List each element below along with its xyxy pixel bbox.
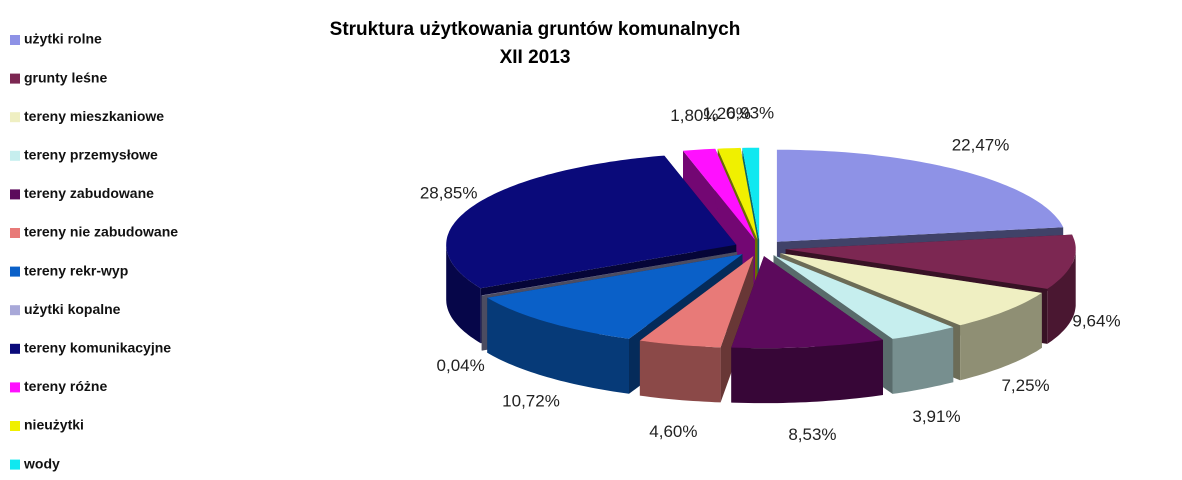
legend-label: nieużytki	[24, 417, 84, 433]
legend-label: użytki rolne	[24, 31, 102, 47]
legend-label: tereny rekr-wyp	[24, 262, 128, 278]
value-label: 28,85%	[420, 184, 478, 203]
legend-marker	[10, 74, 20, 84]
legend-marker	[10, 189, 20, 199]
value-label: 4,60%	[649, 422, 697, 441]
legend-marker	[10, 460, 20, 470]
legend-label: tereny mieszkaniowe	[24, 108, 164, 124]
value-label: 8,53%	[788, 425, 836, 444]
legend-label: tereny nie zabudowane	[24, 224, 178, 240]
legend-marker	[10, 382, 20, 392]
chart-subtitle: XII 2013	[500, 47, 571, 68]
legend-label: wody	[23, 455, 60, 471]
legend-marker	[10, 112, 20, 122]
legend-label: tereny zabudowane	[24, 185, 154, 201]
chart-title: Struktura użytkowania gruntów komunalnyc…	[330, 19, 741, 40]
legend-marker	[10, 267, 20, 277]
value-label: 7,25%	[1001, 376, 1049, 395]
legend-label: tereny komunikacyjne	[24, 340, 171, 356]
legend-label: grunty leśne	[24, 69, 107, 85]
legend-marker	[10, 305, 20, 315]
slice-top	[777, 150, 1063, 242]
legend-label: tereny różne	[24, 378, 107, 394]
legend-marker	[10, 35, 20, 45]
value-label: 9,64%	[1072, 312, 1120, 331]
slice-wall	[731, 340, 883, 403]
value-label: 10,72%	[502, 392, 560, 411]
slice-wall	[640, 341, 721, 403]
value-label: 0,04%	[437, 356, 485, 375]
value-label: 22,47%	[952, 136, 1010, 155]
legend-marker	[10, 344, 20, 354]
value-label: 3,91%	[912, 407, 960, 426]
legend-marker	[10, 151, 20, 161]
legend-marker	[10, 228, 20, 238]
value-label: 0,93%	[726, 104, 774, 123]
legend-label: tereny przemysłowe	[24, 147, 158, 163]
legend-marker	[10, 421, 20, 431]
legend-label: użytki kopalne	[24, 301, 121, 317]
